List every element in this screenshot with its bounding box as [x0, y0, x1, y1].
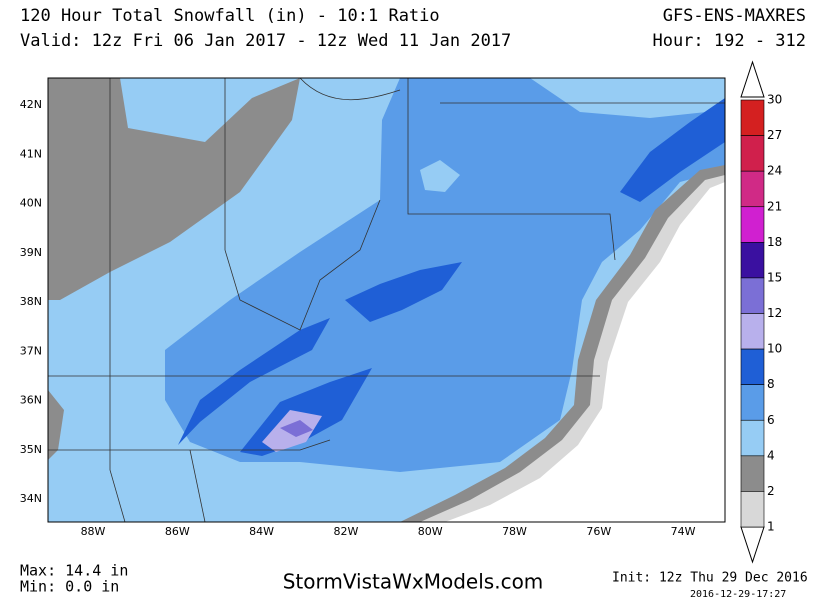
colorbar-label: 15 [767, 270, 782, 284]
colorbar-swatch [740, 455, 765, 492]
colorbar-arrow [740, 60, 765, 98]
colorbar-label: 21 [767, 199, 782, 213]
colorbar-swatch [740, 99, 765, 136]
timestamp: 2016-12-29-17:27 [690, 589, 786, 600]
lon-label: 80W [418, 525, 443, 538]
snow-area [530, 78, 725, 118]
min-value: Min: 0.0 in [20, 578, 119, 596]
colorbar-arrow [740, 526, 765, 564]
colorbar-label: 8 [767, 377, 775, 391]
snow-area [420, 160, 460, 192]
max-value: Max: 14.4 in [20, 562, 128, 580]
colorbar-swatch [740, 313, 765, 350]
colorbar-swatch [740, 277, 765, 314]
colorbar-label: 18 [767, 235, 782, 249]
colorbar-label: 24 [767, 164, 782, 178]
title: 120 Hour Total Snowfall (in) - 10:1 Rati… [20, 6, 440, 26]
state-borders [48, 78, 725, 522]
snow-area [48, 78, 300, 300]
map-frame [47, 77, 726, 523]
ocean [445, 182, 725, 522]
colorbar-label: 12 [767, 306, 782, 320]
lat-label: 40N [20, 197, 42, 210]
colorbar-swatch [740, 419, 765, 457]
site: StormVistaWxModels.com [283, 570, 544, 594]
lat-label: 36N [20, 394, 42, 407]
valid-time: Valid: 12z Fri 06 Jan 2017 - 12z Wed 11 … [20, 31, 511, 51]
lon-label: 78W [502, 525, 527, 538]
model: GFS-ENS-MAXRES [663, 6, 806, 26]
snow-area [620, 98, 725, 202]
colorbar-label: 1 [767, 520, 775, 534]
snow-area [178, 318, 330, 445]
lon-label: 86W [165, 525, 190, 538]
hour: Hour: 192 - 312 [652, 31, 806, 51]
lat-label: 39N [20, 246, 42, 259]
colorbar-swatch [740, 384, 765, 421]
colorbar-label: 6 [767, 413, 775, 427]
lon-label: 74W [671, 525, 696, 538]
lon-label: 84W [249, 525, 274, 538]
colorbar-label: 27 [767, 128, 782, 142]
colorbar-swatch [740, 491, 765, 528]
colorbar-swatch [740, 242, 765, 279]
lat-label: 37N [20, 344, 42, 357]
colorbar-label: 4 [767, 448, 775, 462]
colorbar-swatch [740, 206, 765, 243]
colorbar-label: 2 [767, 484, 775, 498]
snow-area [48, 390, 64, 460]
colorbar-label: 10 [767, 342, 782, 356]
lat-label: 35N [20, 443, 42, 456]
snow-area [345, 262, 462, 322]
lon-label: 76W [586, 525, 611, 538]
lat-label: 38N [20, 295, 42, 308]
colorbar-swatch [740, 348, 765, 385]
map [47, 77, 726, 523]
init-time: Init: 12z Thu 29 Dec 2016 [612, 571, 808, 586]
colorbar-label: 30 [767, 93, 782, 107]
lat-label: 41N [20, 147, 42, 160]
lat-label: 34N [20, 492, 42, 505]
lon-label: 88W [81, 525, 106, 538]
snow-area [280, 420, 313, 437]
colorbar-swatch [740, 135, 765, 172]
colorbar-swatch [740, 170, 765, 208]
lat-label: 42N [20, 98, 42, 111]
lon-label: 82W [333, 525, 358, 538]
